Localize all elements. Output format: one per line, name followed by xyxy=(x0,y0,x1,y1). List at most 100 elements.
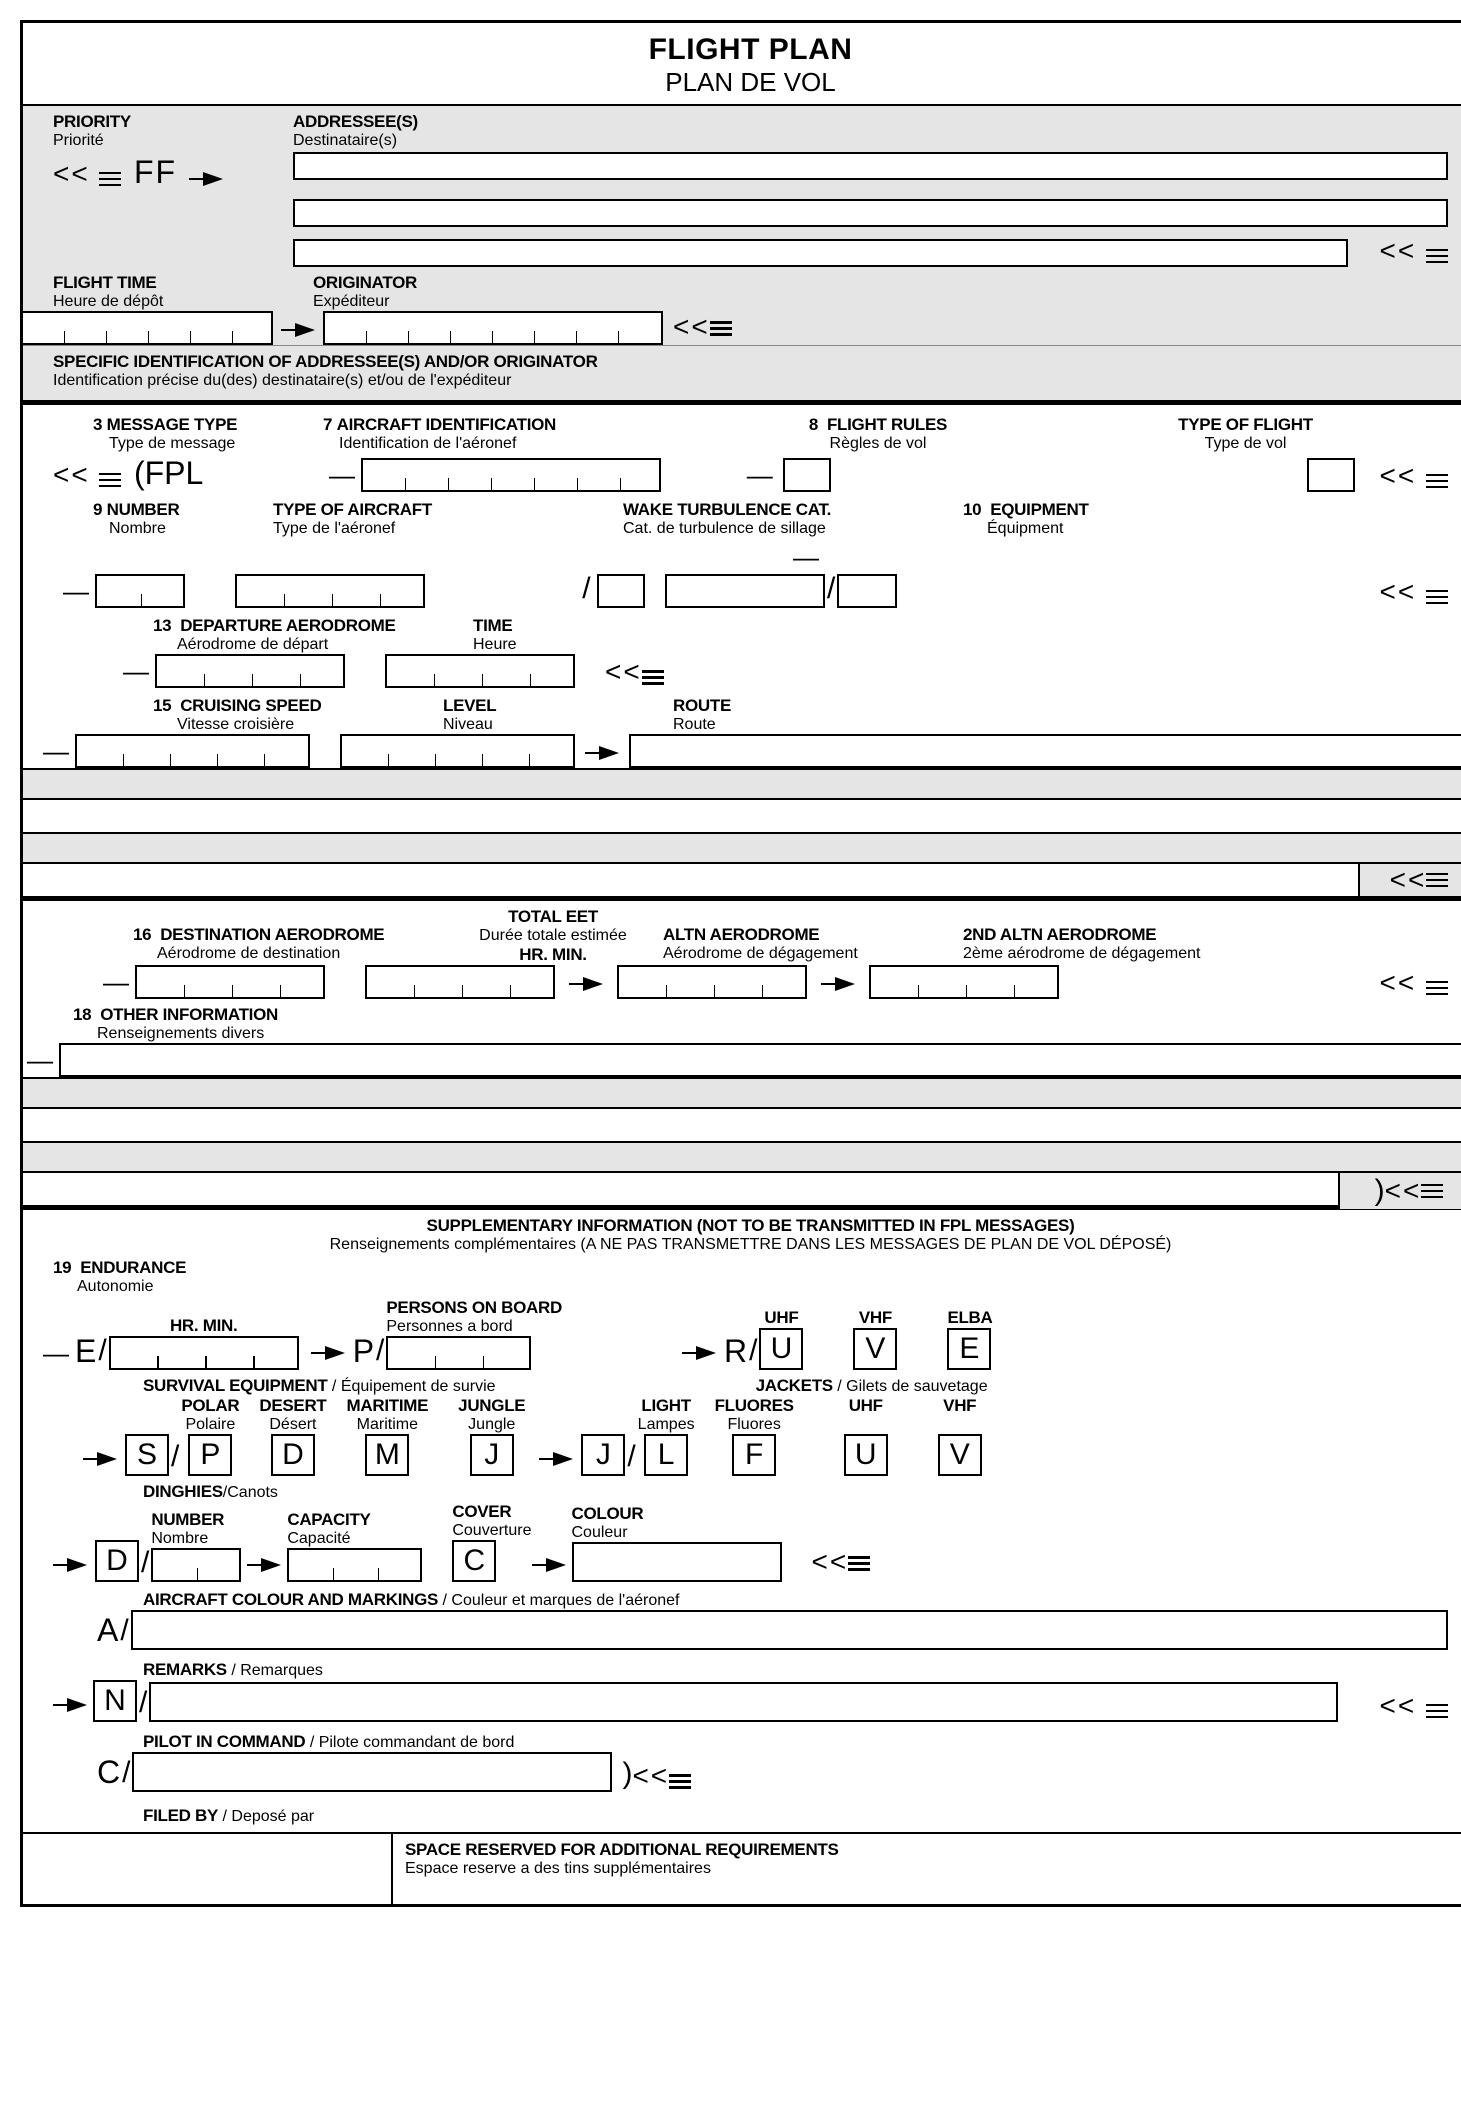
f13-label-fr: Aérodrome de départ xyxy=(177,636,473,654)
other-info-input-2[interactable] xyxy=(23,1107,1461,1141)
remarks-input[interactable] xyxy=(149,1682,1338,1722)
flight-plan-form: FLIGHT PLAN PLAN DE VOL PRIORITY Priorit… xyxy=(20,20,1461,1907)
endurance-input[interactable] xyxy=(109,1336,299,1370)
priority-block: PRIORITY Priorité << FF xyxy=(53,112,293,191)
originator-input[interactable] xyxy=(323,311,663,345)
route-input-1[interactable] xyxy=(629,734,1461,768)
originator-label-fr: Expéditeur xyxy=(313,293,1448,311)
elba-box[interactable]: E xyxy=(947,1328,991,1370)
aircraft-id-input[interactable] xyxy=(361,458,661,492)
arrow-icon xyxy=(682,1344,716,1362)
flight-rules-input[interactable] xyxy=(783,458,831,492)
f3-value: (FPL xyxy=(134,455,203,491)
end-mark: << xyxy=(605,656,642,688)
addressee-input-1[interactable] xyxy=(293,152,1448,180)
arrow-icon xyxy=(311,1344,345,1362)
jackets-J-box[interactable]: J xyxy=(581,1434,625,1476)
route-input-3[interactable]: << xyxy=(23,862,1461,896)
supp-label: SUPPLEMENTARY INFORMATION (NOT TO BE TRA… xyxy=(53,1216,1448,1236)
level-input[interactable] xyxy=(340,734,575,768)
desert-box[interactable]: D xyxy=(271,1434,315,1476)
letter-A: A xyxy=(97,1610,118,1650)
altn2-input[interactable] xyxy=(869,965,1059,999)
other-info-input-1[interactable] xyxy=(59,1043,1461,1077)
survival-S-box[interactable]: S xyxy=(125,1434,169,1476)
maritime-box[interactable]: M xyxy=(365,1434,409,1476)
flight-time-input[interactable] xyxy=(23,311,273,345)
jackets-label-fr: Gilets de sauvetage xyxy=(846,1378,987,1395)
dnum-label: NUMBER xyxy=(151,1510,241,1530)
uhf-label: UHF xyxy=(759,1308,803,1328)
priority-prefix: << xyxy=(53,158,99,189)
uhf-box[interactable]: U xyxy=(759,1328,803,1370)
persons-label: PERSONS ON BOARD xyxy=(386,1298,562,1318)
wake-input[interactable] xyxy=(597,574,645,608)
desert-label: DESERT xyxy=(259,1396,326,1416)
acmark-label: AIRCRAFT COLOUR AND MARKINGS xyxy=(143,1590,438,1609)
destination-input[interactable] xyxy=(135,965,325,999)
addressee-input-2[interactable] xyxy=(293,199,1448,227)
hrmin-label: HR. MIN. xyxy=(109,1316,299,1336)
f18-num: 18 xyxy=(73,1005,91,1024)
filed-by-input[interactable] xyxy=(23,1834,393,1904)
cruising-speed-input[interactable] xyxy=(75,734,310,768)
vhf2-label: VHF xyxy=(938,1396,982,1416)
polar-box[interactable]: P xyxy=(188,1434,232,1476)
arrow-icon xyxy=(247,1556,281,1574)
f13-label: DEPARTURE AERODROME xyxy=(180,616,395,635)
addressee-label-fr: Destinataire(s) xyxy=(293,132,1448,150)
other-gray-2 xyxy=(23,1141,1461,1171)
supp-label-fr: Renseignements complémentaires (A NE PAS… xyxy=(53,1236,1448,1254)
originator-label: ORIGINATOR xyxy=(313,273,1448,293)
addressee-input-3[interactable] xyxy=(293,239,1348,267)
f15-label: CRUISING SPEED xyxy=(180,696,321,715)
hamburger-icon xyxy=(669,1771,691,1793)
jungle-box[interactable]: J xyxy=(470,1434,514,1476)
hamburger-icon xyxy=(99,469,121,491)
fluores-box[interactable]: F xyxy=(732,1434,776,1476)
altn-label-fr: Aérodrome de dégagement xyxy=(663,945,963,963)
flight-type-input[interactable] xyxy=(1307,458,1355,492)
end-mark: << xyxy=(1385,1175,1422,1207)
specific-id-label: SPECIFIC IDENTIFICATION OF ADDRESSEE(S) … xyxy=(53,352,1448,372)
colour-input[interactable] xyxy=(572,1542,782,1582)
wake-label: WAKE TURBULENCE CAT. xyxy=(623,500,963,520)
end-mark: << xyxy=(1380,235,1426,266)
markings-input[interactable] xyxy=(131,1610,1448,1650)
departure-input[interactable] xyxy=(155,654,345,688)
altn-input[interactable] xyxy=(617,965,807,999)
dcap-label-fr: Capacité xyxy=(287,1530,422,1548)
pic-input[interactable] xyxy=(132,1752,612,1792)
remarks-N-box[interactable]: N xyxy=(93,1680,137,1722)
equipment-input-1[interactable] xyxy=(665,574,825,608)
maritime-label: MARITIME xyxy=(347,1396,429,1416)
eet-input[interactable] xyxy=(365,965,555,999)
arrow-icon xyxy=(585,744,619,762)
persons-input[interactable] xyxy=(386,1336,531,1370)
filed-label: FILED BY xyxy=(143,1806,218,1825)
aircraft-type-input[interactable] xyxy=(235,574,425,608)
acmark-label-fr: Couleur et marques de l'aéronef xyxy=(451,1592,679,1609)
dcap-label: CAPACITY xyxy=(287,1510,422,1530)
arrow-icon xyxy=(539,1450,573,1468)
pic-label-fr: Pilote commandant de bord xyxy=(319,1734,515,1751)
route-input-2[interactable] xyxy=(23,798,1461,832)
number-input[interactable] xyxy=(95,574,185,608)
time-input[interactable] xyxy=(385,654,575,688)
dinghies-D-box[interactable]: D xyxy=(95,1540,139,1582)
letter-P: P xyxy=(353,1332,374,1370)
polar-label-fr: Polaire xyxy=(181,1416,239,1434)
jackets-vhf-box[interactable]: V xyxy=(938,1434,982,1476)
equipment-input-2[interactable] xyxy=(837,574,897,608)
desert-label-fr: Désert xyxy=(259,1416,326,1434)
f13-num: 13 xyxy=(153,616,171,635)
vhf-box[interactable]: V xyxy=(853,1328,897,1370)
jackets-uhf-box[interactable]: U xyxy=(844,1434,888,1476)
arrow-icon xyxy=(569,975,603,993)
arrow-icon xyxy=(532,1556,566,1574)
dinghies-number-input[interactable] xyxy=(151,1548,241,1582)
cover-box[interactable]: C xyxy=(452,1540,496,1582)
dinghies-capacity-input[interactable] xyxy=(287,1548,422,1582)
light-box[interactable]: L xyxy=(644,1434,688,1476)
space-label-fr: Espace reserve a des tins supplémentaire… xyxy=(405,1860,1461,1878)
